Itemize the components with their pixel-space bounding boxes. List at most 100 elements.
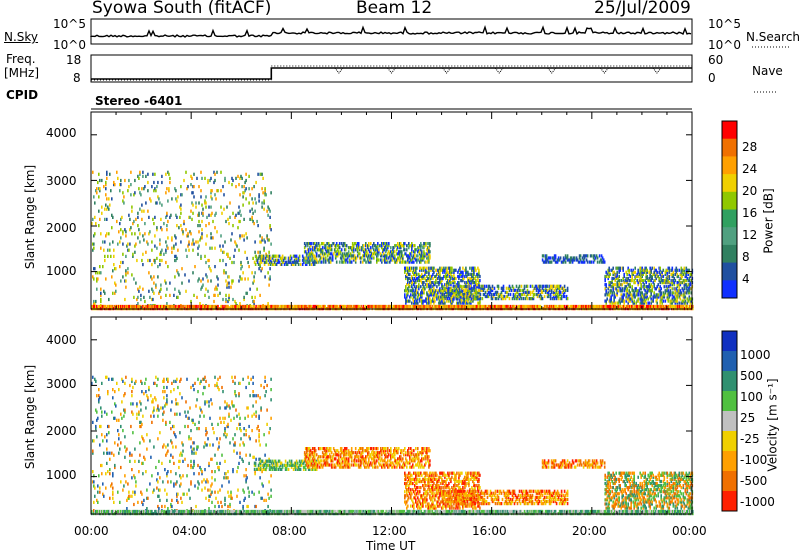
echo-cell	[131, 209, 133, 213]
echo-cell	[659, 281, 661, 285]
echo-cell	[192, 248, 194, 252]
echo-cell	[347, 246, 350, 250]
echo-cell	[653, 291, 655, 295]
echo-cell	[686, 276, 689, 281]
echo-cell	[416, 289, 418, 293]
echo-cell	[417, 246, 419, 250]
echo-cell	[213, 293, 215, 297]
echo-cell	[418, 293, 420, 297]
echo-cell	[681, 287, 684, 291]
echo-cell	[631, 289, 633, 293]
echo-cell	[582, 260, 585, 264]
echo-cell	[370, 250, 372, 254]
echo-cell	[429, 250, 431, 254]
echo-cell	[129, 494, 131, 498]
echo-cell	[421, 289, 423, 293]
echo-cell	[112, 291, 114, 295]
echo-cell	[571, 258, 574, 262]
echo-cell	[365, 248, 367, 252]
echo-cell	[404, 252, 406, 256]
echo-cell	[622, 268, 624, 272]
echo-cell	[157, 265, 159, 269]
echo-cell	[105, 187, 107, 191]
echo-cell	[190, 174, 192, 178]
echo-cell	[653, 266, 655, 270]
echo-cell	[347, 252, 350, 256]
echo-cell	[166, 228, 168, 232]
echo-cell	[99, 486, 101, 490]
echo-cell	[609, 283, 611, 287]
echo-cell	[240, 213, 242, 217]
echo-cell	[274, 254, 277, 258]
echo-cell	[420, 293, 422, 297]
echo-cell	[473, 266, 475, 270]
echo-cell	[248, 304, 250, 309]
echo-cell	[239, 275, 241, 279]
echo-cell	[131, 232, 133, 236]
echo-cell	[641, 299, 643, 303]
echo-cell	[193, 172, 195, 176]
echo-cell	[360, 248, 363, 252]
echo-cell	[650, 297, 652, 301]
echo-cell	[161, 228, 163, 232]
echo-cell	[604, 276, 606, 281]
power-colorbar-tick: 12	[742, 228, 758, 242]
power-colorbar-tick: 4	[742, 272, 750, 286]
echo-cell	[135, 304, 137, 309]
echo-cell	[192, 211, 194, 215]
echo-cell	[259, 304, 261, 309]
y-tick-velocity: 2000	[46, 424, 77, 438]
echo-cell	[269, 256, 272, 260]
echo-cell	[120, 279, 122, 283]
echo-cell	[644, 293, 646, 297]
echo-cell	[170, 504, 172, 509]
echo-cell	[524, 304, 527, 309]
echo-cell	[343, 248, 346, 252]
echo-cell	[263, 262, 266, 266]
echo-cell	[642, 295, 644, 299]
echo-cell	[450, 270, 452, 274]
echo-cell	[481, 284, 484, 288]
echo-cell	[174, 254, 176, 258]
cpid-label: CPID	[6, 88, 39, 102]
echo-cell	[642, 279, 644, 283]
echo-cell	[434, 291, 436, 295]
echo-cell	[418, 258, 420, 262]
echo-cell	[304, 250, 307, 254]
echo-cell	[131, 273, 133, 277]
echo-cell	[96, 187, 98, 191]
echo-cell	[410, 252, 412, 256]
echo-cell	[613, 270, 615, 274]
echo-cell	[344, 254, 347, 258]
echo-cell	[167, 304, 169, 309]
echo-cell	[117, 242, 119, 246]
echo-cell	[448, 266, 450, 270]
echo-cell	[128, 185, 130, 189]
echo-cell	[364, 248, 366, 252]
echo-cell	[399, 250, 401, 254]
echo-cell	[414, 268, 416, 272]
echo-cell	[450, 281, 452, 285]
echo-cell	[672, 304, 674, 309]
echo-cell	[293, 304, 295, 309]
echo-cell	[412, 256, 414, 260]
echo-cell	[513, 294, 516, 299]
echo-cell	[145, 201, 147, 205]
echo-cell	[104, 435, 106, 439]
echo-cell	[191, 242, 193, 246]
echo-cell	[376, 254, 378, 258]
echo-cell	[308, 260, 311, 264]
echo-cell	[270, 191, 272, 195]
echo-cell	[665, 289, 668, 293]
echo-cell	[407, 266, 409, 270]
echo-cell	[107, 248, 109, 252]
echo-cell	[616, 285, 618, 289]
echo-cell	[606, 293, 608, 297]
echo-cell	[426, 301, 428, 305]
echo-cell	[438, 268, 440, 272]
echo-cell	[120, 480, 122, 484]
echo-cell	[405, 266, 407, 270]
echo-cell	[131, 394, 133, 398]
echo-cell	[373, 248, 375, 252]
echo-cell	[557, 284, 560, 288]
